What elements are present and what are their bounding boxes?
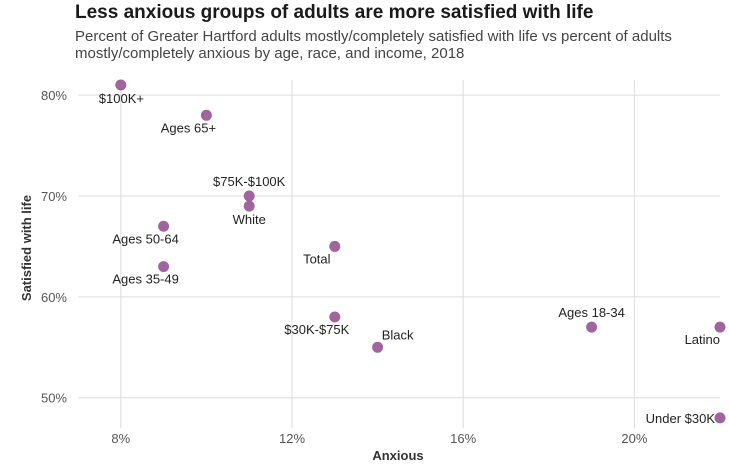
point-label: Latino — [685, 332, 720, 347]
x-tick-label: 20% — [621, 431, 647, 446]
data-point — [329, 240, 341, 252]
point-label: Total — [303, 251, 331, 266]
data-point — [714, 412, 726, 424]
point-label: Under $30K — [646, 411, 716, 426]
y-tick-label: 80% — [41, 88, 67, 103]
data-point — [158, 261, 170, 273]
x-tick-label: 8% — [111, 431, 130, 446]
y-tick-label: 60% — [41, 290, 67, 305]
tick-layer: 8% 12% 16% 20% 50% 60% 70% 80% — [41, 88, 648, 446]
data-point — [714, 321, 726, 333]
grid-layer — [78, 80, 720, 428]
x-tick-label: 16% — [450, 431, 476, 446]
data-point — [243, 200, 255, 212]
point-label: $100K+ — [99, 91, 144, 106]
point-label: Black — [382, 327, 414, 342]
point-label: Ages 18-34 — [558, 305, 625, 320]
data-point — [115, 79, 127, 91]
data-point — [200, 109, 212, 121]
data-point — [586, 321, 598, 333]
point-layer — [115, 79, 726, 424]
y-tick-label: 70% — [41, 189, 67, 204]
data-point — [329, 311, 341, 323]
data-point — [372, 341, 384, 353]
data-point — [158, 220, 170, 232]
point-label: Ages 35-49 — [112, 272, 179, 287]
point-label: $75K-$100K — [213, 174, 286, 189]
y-axis-label: Satisfied with life — [19, 195, 34, 301]
chart-title: Less anxious groups of adults are more s… — [75, 2, 594, 23]
point-label: Ages 65+ — [161, 120, 216, 135]
point-label: Ages 50-64 — [112, 231, 179, 246]
label-layer: $100K+ Ages 65+ $75K-$100K White Ages 50-64 A… — [99, 91, 720, 426]
chart-subtitle: Percent of Greater Hartford adults mostl… — [75, 28, 672, 62]
x-axis-label: Anxious — [372, 448, 423, 463]
point-label: White — [233, 212, 266, 227]
y-tick-label: 50% — [41, 391, 67, 406]
point-label: $30K-$75K — [284, 322, 349, 337]
data-point — [243, 190, 255, 202]
x-tick-label: 12% — [279, 431, 305, 446]
